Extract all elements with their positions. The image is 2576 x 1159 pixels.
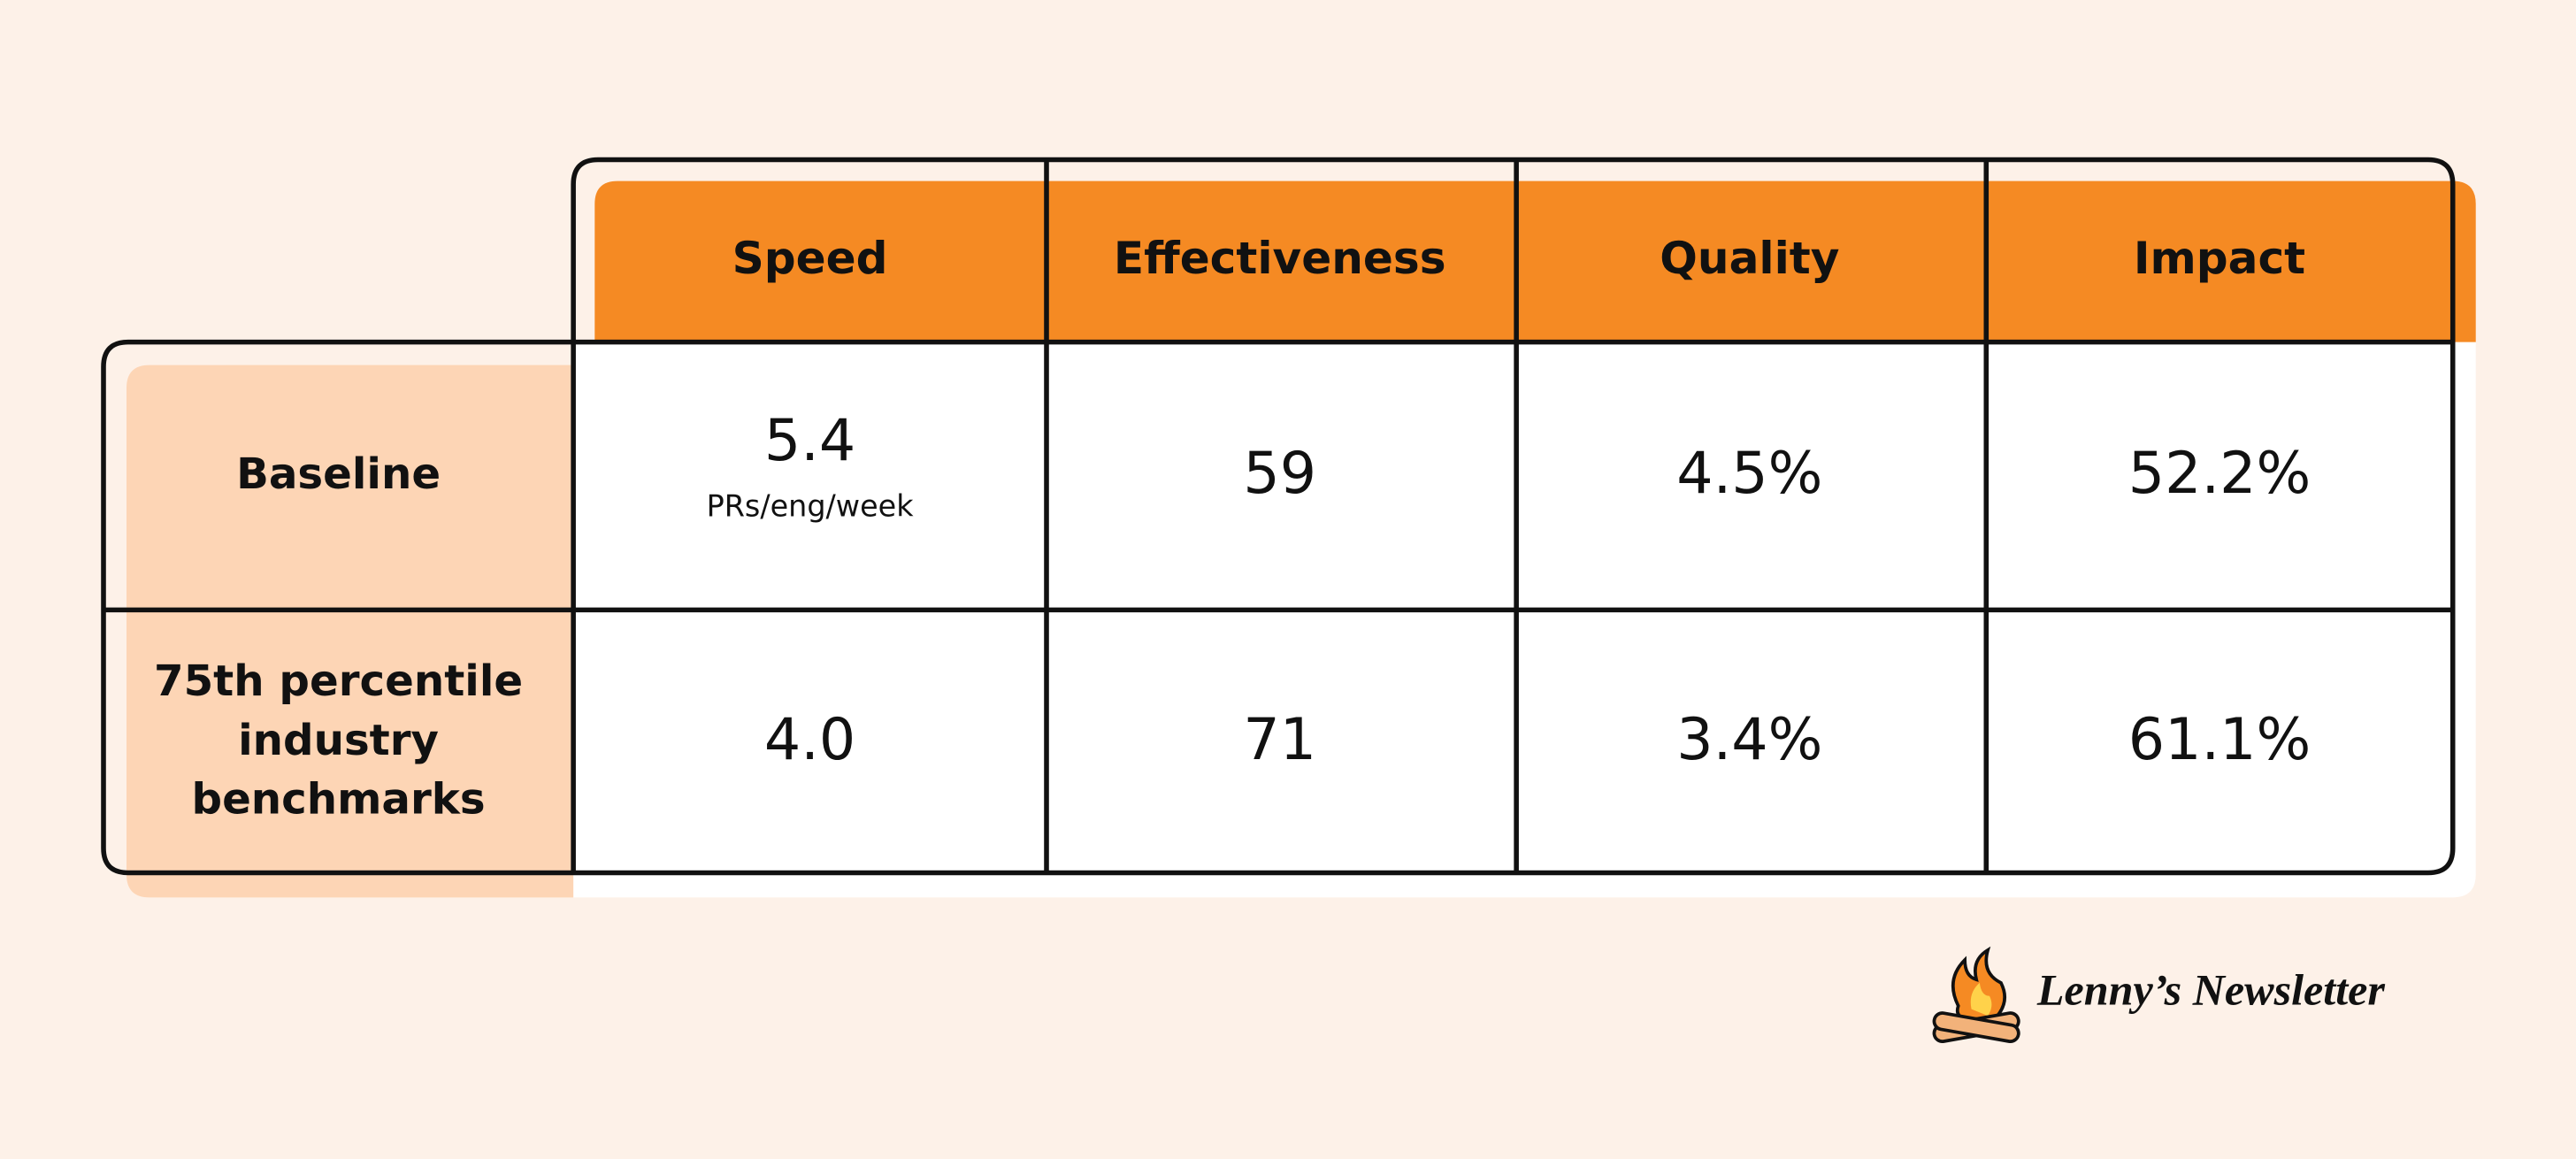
logo: Lenny’s Newsletter <box>1932 946 2386 1043</box>
cell-value: 71 <box>1243 707 1316 773</box>
cell-value: 4.0 <box>764 707 855 773</box>
log-icon <box>1932 1011 2020 1043</box>
flame-core <box>1970 982 1992 1017</box>
column-header: Effectiveness <box>1114 232 1446 284</box>
column-header: Speed <box>732 232 888 284</box>
column-header: Impact <box>2134 232 2305 284</box>
header-fill <box>594 180 2476 342</box>
cell-note: PRs/eng/week <box>707 489 915 524</box>
column-header: Quality <box>1660 232 1839 284</box>
label-fill <box>126 365 574 898</box>
cell-value: 5.4 <box>764 408 855 474</box>
cell-value: 3.4% <box>1676 707 1822 773</box>
cell-value: 59 <box>1243 441 1316 507</box>
body-fill <box>573 342 2476 898</box>
cell-value: 61.1% <box>2128 707 2311 773</box>
row-label: industry <box>238 716 439 765</box>
row-label: Baseline <box>236 449 441 499</box>
table-lines <box>101 157 2456 876</box>
cell-value: 4.5% <box>1676 441 1822 507</box>
row-label: benchmarks <box>192 775 486 825</box>
table-outline <box>101 157 2456 876</box>
logo-text: Lenny’s Newsletter <box>2036 964 2386 1014</box>
cell-value: 52.2% <box>2128 441 2311 507</box>
row-label: 75th percentile <box>154 656 523 706</box>
